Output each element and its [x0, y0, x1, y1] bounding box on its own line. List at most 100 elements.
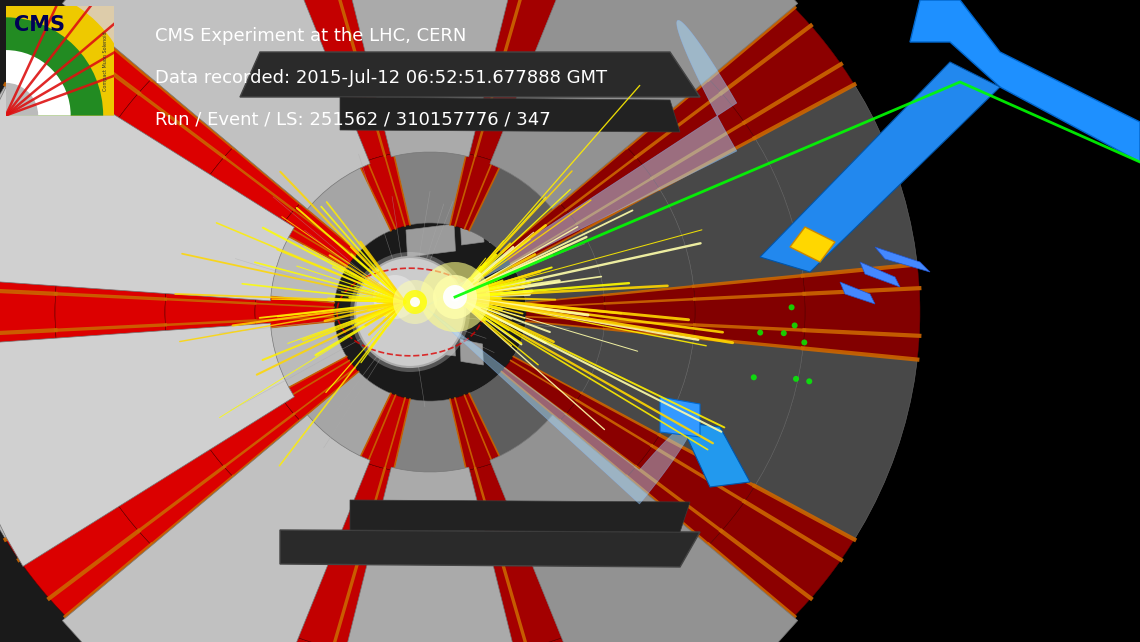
Polygon shape [0, 58, 294, 301]
Circle shape [781, 330, 787, 336]
Polygon shape [803, 265, 920, 336]
Circle shape [806, 378, 813, 385]
Polygon shape [166, 189, 278, 295]
Polygon shape [300, 164, 391, 252]
Polygon shape [581, 329, 693, 435]
Polygon shape [165, 286, 256, 325]
Polygon shape [359, 394, 405, 469]
Polygon shape [722, 26, 854, 138]
Polygon shape [425, 307, 694, 504]
Polygon shape [508, 637, 605, 642]
Polygon shape [19, 501, 152, 616]
Polygon shape [526, 304, 605, 329]
Polygon shape [375, 66, 486, 153]
Polygon shape [323, 460, 384, 550]
Polygon shape [583, 545, 795, 642]
Polygon shape [201, 393, 294, 467]
Polygon shape [393, 399, 466, 474]
Polygon shape [66, 0, 277, 79]
Polygon shape [359, 155, 405, 230]
Polygon shape [207, 148, 300, 224]
Polygon shape [314, 467, 546, 642]
Polygon shape [604, 286, 695, 325]
Polygon shape [0, 265, 57, 336]
Polygon shape [722, 486, 854, 598]
Text: Data recorded: 2015-Jul-12 06:52:51.677888 GMT: Data recorded: 2015-Jul-12 06:52:51.6778… [155, 69, 608, 87]
Polygon shape [527, 630, 629, 642]
Polygon shape [255, 295, 334, 320]
Circle shape [404, 290, 428, 314]
Polygon shape [201, 157, 294, 231]
Polygon shape [505, 210, 581, 268]
Circle shape [420, 262, 490, 332]
Polygon shape [323, 74, 384, 164]
Polygon shape [406, 329, 456, 356]
Polygon shape [375, 471, 486, 558]
Polygon shape [256, 321, 347, 393]
Polygon shape [340, 97, 679, 132]
Polygon shape [230, 630, 333, 642]
Polygon shape [105, 93, 225, 189]
Polygon shape [455, 394, 502, 469]
Circle shape [410, 297, 420, 307]
Circle shape [757, 329, 763, 336]
Circle shape [350, 252, 470, 372]
Polygon shape [295, 542, 375, 642]
Polygon shape [498, 537, 583, 642]
Polygon shape [115, 446, 233, 545]
Polygon shape [583, 0, 795, 79]
Polygon shape [604, 299, 695, 338]
Polygon shape [490, 415, 798, 642]
Polygon shape [0, 323, 294, 566]
Polygon shape [19, 8, 152, 123]
Circle shape [791, 322, 798, 329]
Polygon shape [581, 189, 693, 295]
Polygon shape [636, 93, 755, 189]
Circle shape [355, 257, 465, 367]
Polygon shape [105, 435, 225, 531]
Circle shape [373, 275, 417, 319]
Text: CMS Experiment at the LHC, CERN: CMS Experiment at the LHC, CERN [155, 27, 466, 45]
Polygon shape [0, 85, 105, 275]
Polygon shape [560, 148, 652, 224]
Polygon shape [693, 294, 805, 349]
Polygon shape [425, 21, 736, 307]
Polygon shape [502, 421, 627, 537]
Polygon shape [660, 397, 700, 437]
Polygon shape [165, 299, 256, 338]
Polygon shape [295, 0, 375, 82]
Polygon shape [0, 288, 57, 360]
FancyBboxPatch shape [6, 6, 114, 116]
Polygon shape [314, 0, 546, 157]
Circle shape [793, 376, 799, 382]
Polygon shape [450, 395, 492, 471]
Polygon shape [263, 150, 596, 474]
Polygon shape [636, 435, 755, 531]
Polygon shape [367, 153, 410, 229]
Polygon shape [526, 295, 605, 320]
Polygon shape [367, 395, 410, 471]
Polygon shape [352, 553, 508, 642]
Polygon shape [475, 74, 538, 164]
Polygon shape [55, 294, 166, 349]
Polygon shape [660, 138, 803, 286]
Polygon shape [406, 224, 456, 257]
Polygon shape [350, 500, 690, 532]
Polygon shape [278, 210, 356, 268]
Polygon shape [461, 212, 484, 245]
Text: CMS: CMS [15, 15, 65, 35]
Circle shape [801, 340, 807, 345]
Polygon shape [760, 62, 1000, 272]
Polygon shape [66, 545, 277, 642]
Polygon shape [152, 0, 323, 148]
Polygon shape [255, 304, 334, 329]
Polygon shape [860, 262, 899, 287]
Circle shape [433, 275, 477, 319]
Polygon shape [560, 400, 652, 476]
Polygon shape [233, 87, 359, 204]
Polygon shape [538, 0, 709, 148]
Wedge shape [6, 0, 173, 116]
Circle shape [450, 292, 461, 302]
Polygon shape [755, 349, 918, 539]
Polygon shape [505, 356, 581, 414]
